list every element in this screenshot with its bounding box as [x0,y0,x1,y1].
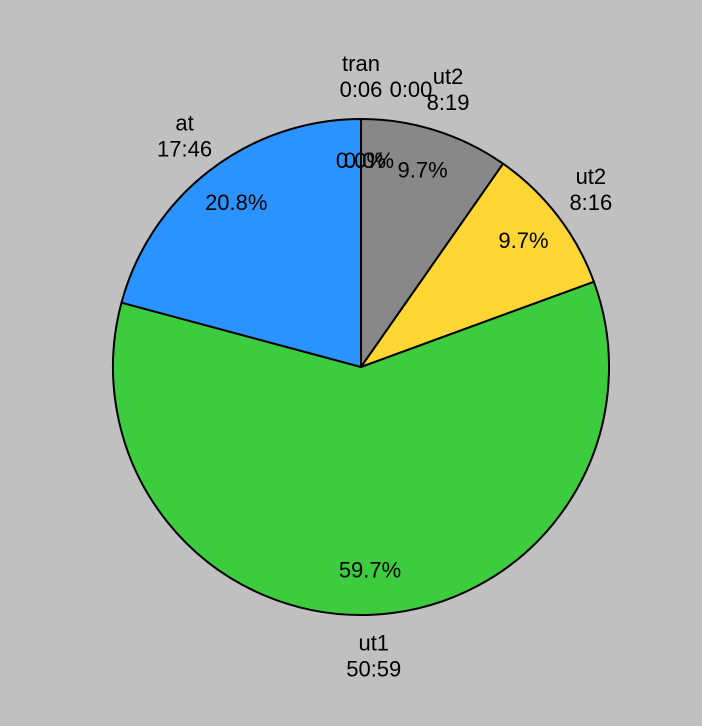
slice-name: ut2 [433,64,464,89]
slice-name: ut2 [576,164,607,189]
value-label: 0.0% [336,148,386,173]
pie-slice [360,117,505,371]
value-label: 59.7% [339,558,401,583]
pie-slice [112,280,610,616]
value-label: 0.0% [344,148,394,173]
slice-time: 0:06 [340,77,383,102]
pie-slice [358,162,596,370]
slice-time: 50:59 [346,657,401,682]
slice-time: 8:16 [569,190,612,215]
slice-name: at [175,111,193,136]
value-label: 9.7% [498,228,548,253]
slice-time: 8:19 [427,90,470,115]
slice-time: 17:46 [157,137,212,162]
pie-slice [120,117,362,369]
slice-name: tran [342,51,380,76]
slice-name: ut1 [358,631,389,656]
slice-time: 0:00 [390,77,433,102]
value-label: 20.8% [205,190,267,215]
value-label: 9.7% [397,157,447,182]
